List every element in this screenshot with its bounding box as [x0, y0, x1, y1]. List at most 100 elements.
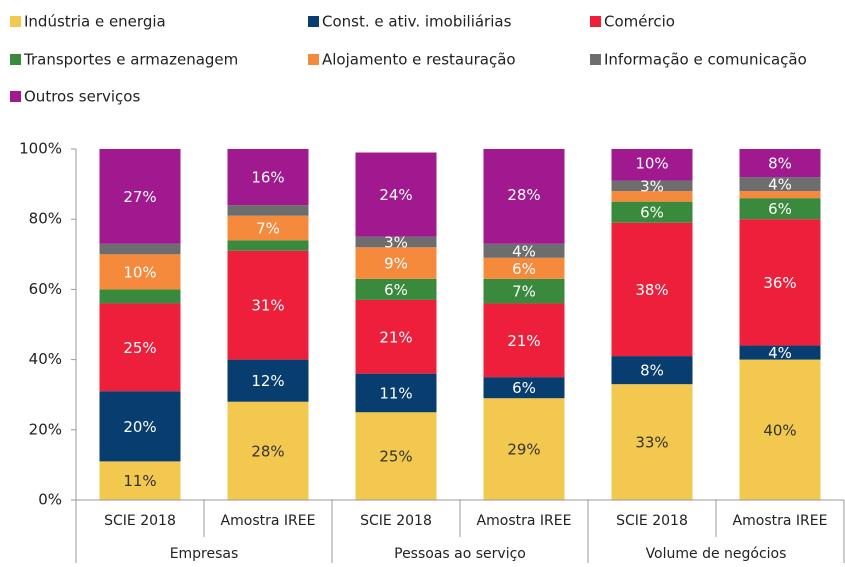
bar-segment: [355, 373, 437, 413]
bar-segment: [227, 401, 309, 500]
legend-swatch: [10, 16, 21, 27]
bar-segment: [227, 240, 309, 251]
group-label: Volume de negócios: [646, 546, 787, 562]
bar-segment: [611, 356, 693, 385]
y-tick-label: 20%: [29, 420, 62, 438]
legend-swatch: [590, 16, 601, 27]
data-label: 16%: [251, 169, 284, 187]
bar-segment: [611, 201, 693, 223]
bar-segment: [739, 345, 821, 360]
bar-segment: [99, 461, 181, 500]
data-label: 4%: [512, 242, 536, 260]
data-label: 6%: [768, 200, 792, 218]
data-label: 6%: [640, 204, 664, 222]
data-label: 10%: [123, 263, 156, 281]
y-tick-label: 40%: [29, 350, 62, 368]
y-tick-label: 80%: [29, 210, 62, 228]
x-tick-label: SCIE 2018: [360, 513, 432, 529]
bar-segment: [611, 384, 693, 500]
data-label: 21%: [507, 332, 540, 350]
data-label: 4%: [768, 176, 792, 194]
legend-swatch: [308, 54, 319, 65]
bar-segment: [355, 299, 437, 374]
data-label: 8%: [640, 362, 664, 380]
bar-segment: [483, 398, 565, 500]
bar-segment: [739, 149, 821, 178]
y-tick-label: 0%: [38, 491, 62, 509]
data-label: 20%: [123, 418, 156, 436]
data-label: 3%: [384, 234, 408, 252]
legend-label: Comércio: [604, 13, 675, 31]
bar-segment: [99, 391, 181, 462]
legend-label: Outros serviços: [24, 88, 140, 106]
data-label: 6%: [512, 379, 536, 397]
bar-segment: [227, 359, 309, 402]
data-label: 40%: [763, 421, 796, 439]
data-label: 28%: [507, 186, 540, 204]
bar-segment: [739, 359, 821, 500]
bar-segment: [99, 289, 181, 304]
bar-segment: [227, 215, 309, 241]
bar-segment: [483, 278, 565, 304]
bar-segment: [611, 222, 693, 357]
legend-label: Alojamento e restauração: [322, 51, 516, 69]
y-tick-label: 60%: [29, 280, 62, 298]
bar-segment: [99, 243, 181, 255]
bar-segment: [483, 257, 565, 279]
group-label: Pessoas ao serviço: [394, 546, 526, 562]
data-label: 7%: [512, 283, 536, 301]
data-label: 4%: [768, 344, 792, 362]
data-label: 33%: [635, 434, 668, 452]
data-label: 7%: [256, 219, 280, 237]
bar-segment: [227, 205, 309, 216]
bar-segment: [739, 191, 821, 199]
data-label: 9%: [384, 255, 408, 273]
data-label: 28%: [251, 442, 284, 460]
legend-swatch: [590, 54, 601, 65]
bar-segment: [227, 250, 309, 360]
data-label: 3%: [640, 177, 664, 195]
data-label: 8%: [768, 155, 792, 173]
bar-segment: [611, 180, 693, 192]
bar-segment: [99, 149, 181, 244]
data-label: 10%: [635, 155, 668, 173]
data-label: 27%: [123, 188, 156, 206]
x-tick-label: Amostra IREE: [733, 513, 828, 529]
bar-segment: [355, 152, 437, 237]
data-label: 6%: [384, 281, 408, 299]
y-tick-label: 100%: [19, 140, 62, 158]
bar-segment: [355, 236, 437, 248]
data-label: 31%: [251, 297, 284, 315]
legend-label: Const. e ativ. imobiliárias: [322, 13, 512, 31]
x-tick-label: SCIE 2018: [616, 513, 688, 529]
data-label: 6%: [512, 260, 536, 278]
data-label: 38%: [635, 281, 668, 299]
data-label: 29%: [507, 441, 540, 459]
legend-swatch: [10, 91, 21, 102]
data-label: 12%: [251, 372, 284, 390]
data-label: 36%: [763, 274, 796, 292]
x-tick-label: Amostra IREE: [221, 513, 316, 529]
bar-segment: [483, 243, 565, 258]
bar-segment: [99, 303, 181, 392]
bar-segment: [355, 278, 437, 300]
bar-segment: [483, 149, 565, 244]
data-label: 11%: [379, 384, 412, 402]
data-label: 25%: [379, 448, 412, 466]
bar-segment: [611, 149, 693, 181]
legend-label: Transportes e armazenagem: [23, 51, 238, 69]
bar-segment: [227, 149, 309, 206]
data-label: 11%: [123, 472, 156, 490]
bar-segment: [611, 191, 693, 202]
legend-label: Indústria e energia: [24, 13, 166, 31]
x-tick-label: Amostra IREE: [477, 513, 572, 529]
bar-segment: [355, 247, 437, 279]
legend-label: Informação e comunicação: [604, 51, 807, 69]
data-label: 21%: [379, 328, 412, 346]
bar-segment: [483, 377, 565, 399]
group-label: Empresas: [170, 546, 239, 562]
x-tick-label: SCIE 2018: [104, 513, 176, 529]
legend-swatch: [308, 16, 319, 27]
plot-area: [99, 149, 821, 500]
